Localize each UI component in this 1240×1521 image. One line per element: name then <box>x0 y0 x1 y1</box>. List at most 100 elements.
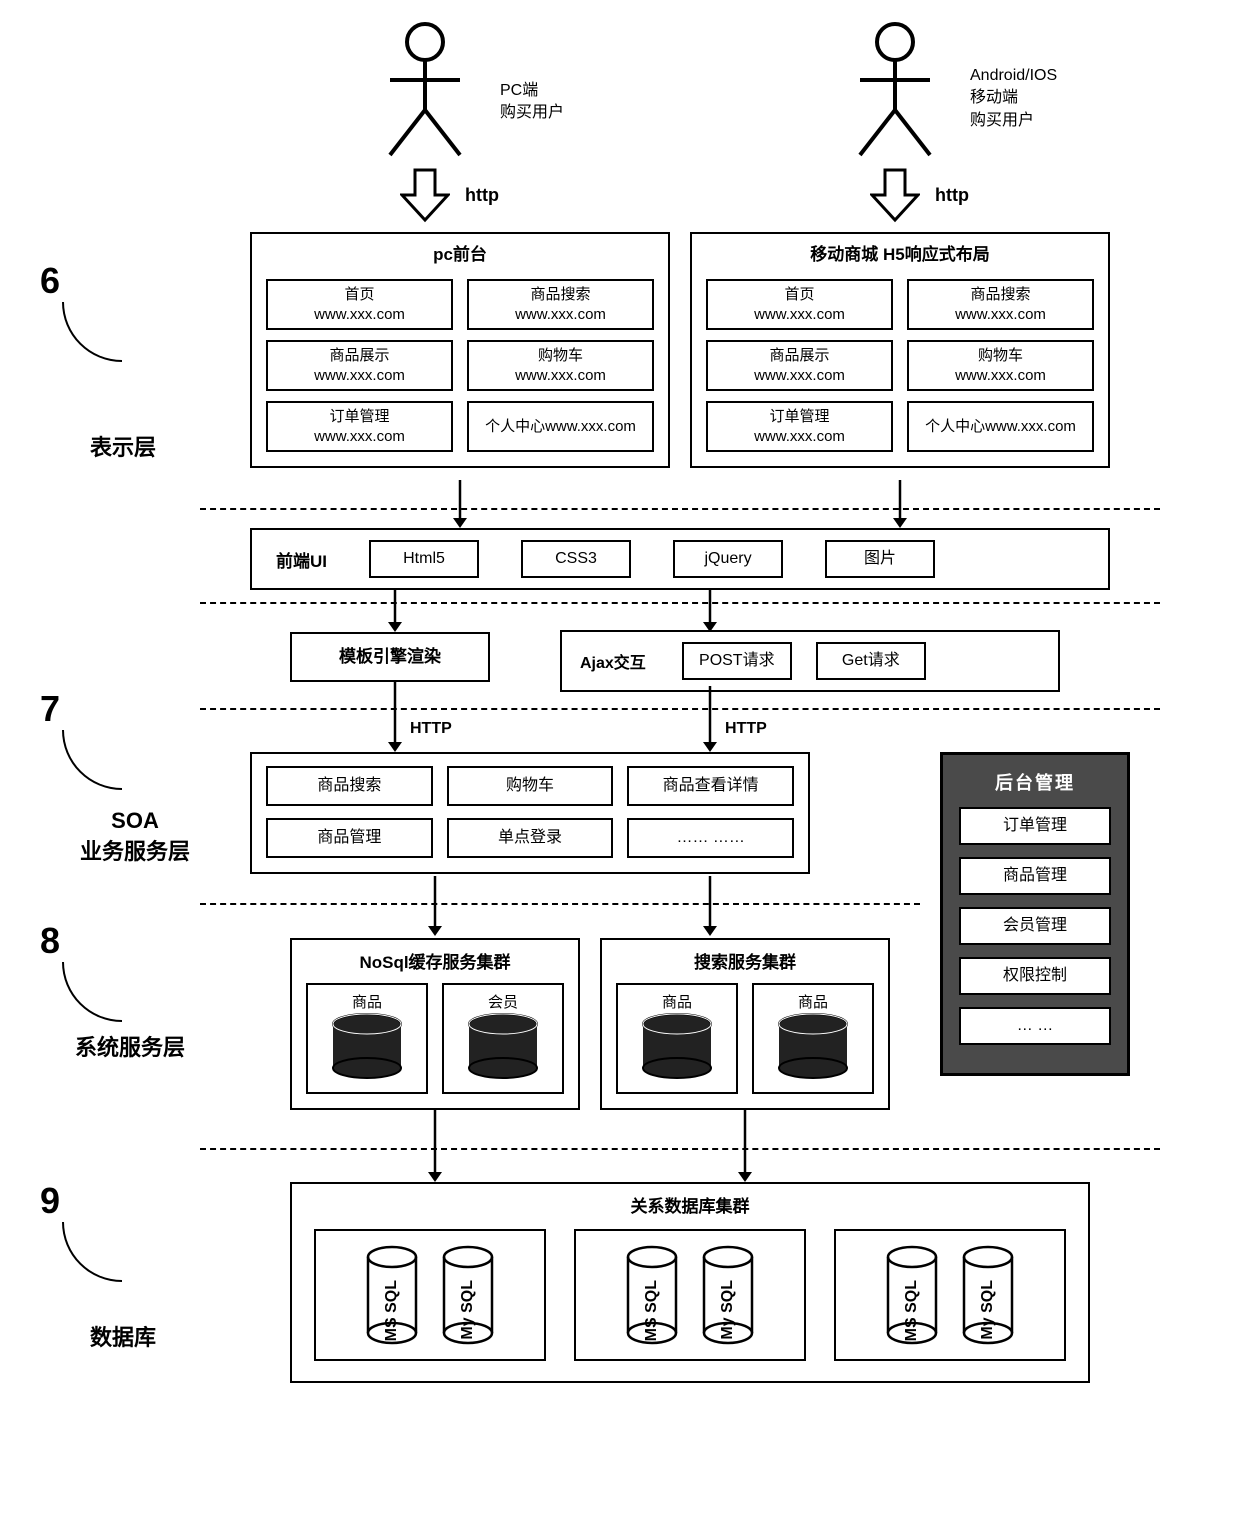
mobile-front-title: 移动商城 H5响应式布局 <box>692 234 1108 271</box>
layer-label-8: 系统服务层 <box>75 1030 185 1062</box>
service-box: 商品管理 <box>266 818 433 858</box>
person-icon <box>370 20 480 160</box>
db-vert: My SQL <box>960 1245 1016 1345</box>
db-vert: My SQL <box>440 1245 496 1345</box>
module-box: 首页www.xxx.com <box>266 279 453 330</box>
arc-icon <box>62 962 122 1022</box>
actor-pc-label: PC端购买用户 <box>500 80 564 125</box>
actor-pc <box>370 20 480 165</box>
tech-box: Html5 <box>369 540 479 578</box>
layer-num-8: 8 <box>40 920 60 962</box>
arrow-down-icon <box>890 480 910 528</box>
database-icon <box>637 1012 717 1082</box>
pc-front-box: pc前台 首页www.xxx.com 商品搜索www.xxx.com 商品展示w… <box>250 232 670 468</box>
database-icon <box>773 1012 853 1082</box>
service-box: 单点登录 <box>447 818 614 858</box>
tech-box: 图片 <box>825 540 935 578</box>
layer-num-9: 9 <box>40 1180 60 1222</box>
dashed-line <box>200 903 920 905</box>
layer-num-7: 7 <box>40 688 60 730</box>
db-item: 商品 <box>616 983 738 1094</box>
module-box: 个人中心www.xxx.com <box>467 401 654 452</box>
db-item: 商品 <box>752 983 874 1094</box>
http-label-mobile: http <box>935 185 969 206</box>
arrow-down-icon <box>870 165 920 225</box>
arc-icon <box>62 730 122 790</box>
arrow-down-icon <box>385 682 405 752</box>
admin-item: 订单管理 <box>959 807 1111 845</box>
dashed-line <box>200 708 1160 710</box>
arrow-down-icon <box>425 876 445 936</box>
template-engine-box: 模板引擎渲染 <box>290 632 490 682</box>
http-label: HTTP <box>725 720 767 738</box>
service-box: …… …… <box>627 818 794 858</box>
arrow-down-icon <box>700 876 720 936</box>
module-box: 个人中心www.xxx.com <box>907 401 1094 452</box>
db-cluster: 关系数据库集群 MS SQL My SQL MS SQL My SQL MS S… <box>290 1182 1090 1383</box>
database-icon <box>463 1012 543 1082</box>
module-box: 购物车www.xxx.com <box>467 340 654 391</box>
pc-front-grid: 首页www.xxx.com 商品搜索www.xxx.com 商品展示www.xx… <box>252 271 668 466</box>
frontend-ui-items: Html5 CSS3 jQuery 图片 <box>351 530 1108 588</box>
layer-label-7: SOA 业务服务层 <box>80 808 190 866</box>
ajax-label: Ajax交互 <box>562 649 664 673</box>
db-vert: My SQL <box>700 1245 756 1345</box>
dashed-line <box>200 602 1160 604</box>
module-box: 商品搜索www.xxx.com <box>907 279 1094 330</box>
ajax-item-box: POST请求 <box>682 642 792 680</box>
db-pair: MS SQL My SQL <box>314 1229 546 1361</box>
service-box: 商品搜索 <box>266 766 433 806</box>
ajax-row: Ajax交互 POST请求 Get请求 <box>560 630 1060 692</box>
service-box: 商品查看详情 <box>627 766 794 806</box>
person-icon <box>840 20 950 160</box>
admin-title: 后台管理 <box>959 769 1111 795</box>
dashed-line <box>200 1148 1160 1150</box>
mobile-front-box: 移动商城 H5响应式布局 首页www.xxx.com 商品搜索www.xxx.c… <box>690 232 1110 468</box>
admin-item: … … <box>959 1007 1111 1045</box>
module-box: 商品展示www.xxx.com <box>706 340 893 391</box>
nosql-title: NoSql缓存服务集群 <box>292 940 578 977</box>
search-body: 商品 商品 <box>602 977 888 1108</box>
mobile-front-grid: 首页www.xxx.com 商品搜索www.xxx.com 商品展示www.xx… <box>692 271 1108 466</box>
module-box: 购物车www.xxx.com <box>907 340 1094 391</box>
database-icon <box>327 1012 407 1082</box>
arc-icon <box>62 302 122 362</box>
layer-label-6: 表示层 <box>90 430 156 462</box>
nosql-cluster: NoSql缓存服务集群 商品 会员 <box>290 938 580 1110</box>
db-cluster-body: MS SQL My SQL MS SQL My SQL MS SQL My SQ… <box>292 1221 1088 1381</box>
tech-box: CSS3 <box>521 540 631 578</box>
frontend-ui-row: 前端UI Html5 CSS3 jQuery 图片 <box>250 528 1110 590</box>
ajax-items: POST请求 Get请求 <box>664 632 1058 690</box>
db-pair: MS SQL My SQL <box>834 1229 1066 1361</box>
service-box: 购物车 <box>447 766 614 806</box>
soa-grid: 商品搜索 购物车 商品查看详情 商品管理 单点登录 …… …… <box>252 754 808 872</box>
arrow-down-icon <box>400 165 450 225</box>
http-label-pc: http <box>465 185 499 206</box>
actor-mobile-label: Android/IOS移动端购买用户 <box>970 65 1057 132</box>
module-box: 商品展示www.xxx.com <box>266 340 453 391</box>
arc-icon <box>62 1222 122 1282</box>
soa-box: 商品搜索 购物车 商品查看详情 商品管理 单点登录 …… …… <box>250 752 810 874</box>
diagram-root: { "colors": { "stroke": "#000000", "bg":… <box>0 0 1240 1521</box>
layer-num-6: 6 <box>40 260 60 302</box>
search-title: 搜索服务集群 <box>602 940 888 977</box>
ajax-item-box: Get请求 <box>816 642 926 680</box>
frontend-ui-label: 前端UI <box>252 547 351 572</box>
db-cluster-title: 关系数据库集群 <box>292 1184 1088 1221</box>
admin-item: 商品管理 <box>959 857 1111 895</box>
arrow-down-icon <box>700 686 720 752</box>
pc-front-title: pc前台 <box>252 234 668 271</box>
dashed-line <box>200 508 1160 510</box>
db-item: 商品 <box>306 983 428 1094</box>
arrow-down-icon <box>425 1108 445 1182</box>
module-box: 订单管理www.xxx.com <box>706 401 893 452</box>
module-box: 订单管理www.xxx.com <box>266 401 453 452</box>
nosql-body: 商品 会员 <box>292 977 578 1108</box>
db-vert: MS SQL <box>884 1245 940 1345</box>
db-vert: MS SQL <box>624 1245 680 1345</box>
db-item: 会员 <box>442 983 564 1094</box>
admin-panel: 后台管理 订单管理 商品管理 会员管理 权限控制 … … <box>940 752 1130 1076</box>
admin-item: 会员管理 <box>959 907 1111 945</box>
admin-item: 权限控制 <box>959 957 1111 995</box>
http-label: HTTP <box>410 720 452 738</box>
